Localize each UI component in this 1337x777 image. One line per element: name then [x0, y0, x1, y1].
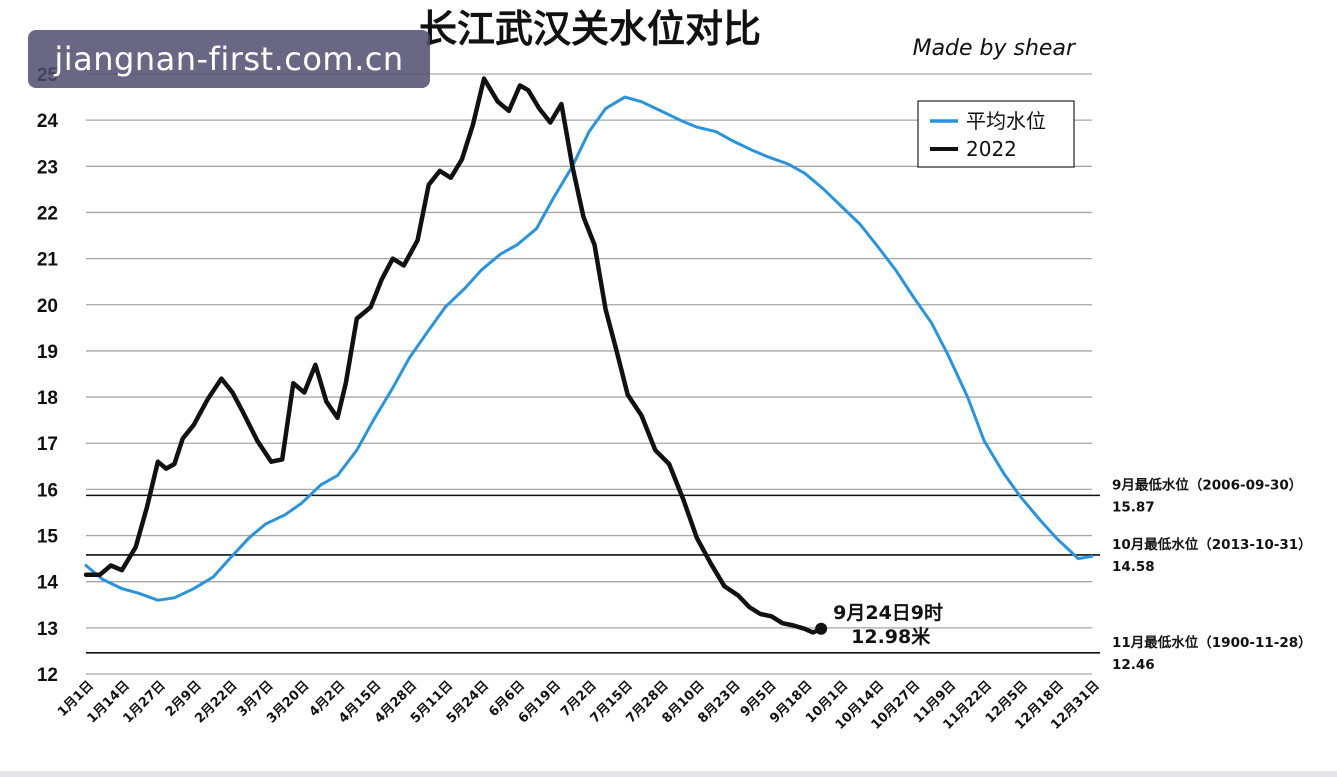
legend-box [917, 100, 1075, 168]
y-tick-label-17: 17 [37, 434, 58, 455]
chart-credit: Made by shear [913, 36, 1077, 61]
annotation: 9月24日9时 12.98米 [815, 602, 943, 648]
bottom-edge [0, 771, 1337, 777]
y-tick-label-21: 21 [37, 250, 59, 271]
y-tick-label-22: 22 [37, 203, 58, 224]
y-tick-label-18: 18 [37, 388, 58, 409]
series-lines [83, 76, 1094, 635]
legend-label-2022: 2022 [966, 137, 1017, 161]
y-tick-label-15: 15 [37, 527, 59, 548]
y-tick-label-13: 13 [37, 619, 58, 640]
series-line-average [84, 95, 1094, 602]
annotation-marker [815, 622, 828, 635]
y-axis-ticks: 1213141516171819202122232425 [37, 65, 59, 686]
annotation-value: 12.98米 [851, 625, 931, 648]
y-tick-label-16: 16 [37, 480, 58, 501]
y-tick-label-24: 24 [37, 111, 59, 132]
x-axis-ticks: 1月1日1月14日1月27日2月9日2月22日3月7日3月20日4月2日4月15… [55, 678, 1103, 733]
legend-label-average: 平均水位 [966, 109, 1046, 133]
reference-label-0: 9月最低水位（2006-09-30） [1112, 476, 1302, 493]
y-tick-label-12: 12 [37, 665, 58, 686]
annotation-datetime: 9月24日9时 [833, 602, 943, 624]
y-tick-label-19: 19 [37, 342, 58, 363]
reference-label-2: 11月最低水位（1900-11-28） [1112, 634, 1312, 651]
reference-label-1: 10月最低水位（2013-10-31） [1112, 536, 1312, 553]
legend: 平均水位 2022 [917, 100, 1075, 168]
series-line-2022 [83, 76, 824, 635]
reference-value-0: 15.87 [1112, 499, 1155, 515]
y-tick-label-14: 14 [37, 573, 59, 594]
reference-value-1: 14.58 [1112, 559, 1155, 575]
chart-title: 长江武汉关水位对比 [419, 7, 761, 51]
watermark: jiangnan-first.com.cn [28, 30, 430, 88]
y-tick-label-20: 20 [37, 296, 58, 317]
reference-value-2: 12.46 [1112, 657, 1155, 673]
reference-lines: 9月最低水位（2006-09-30） 15.87 10月最低水位（2013-10-3… [86, 476, 1312, 673]
y-tick-label-23: 23 [37, 157, 58, 178]
